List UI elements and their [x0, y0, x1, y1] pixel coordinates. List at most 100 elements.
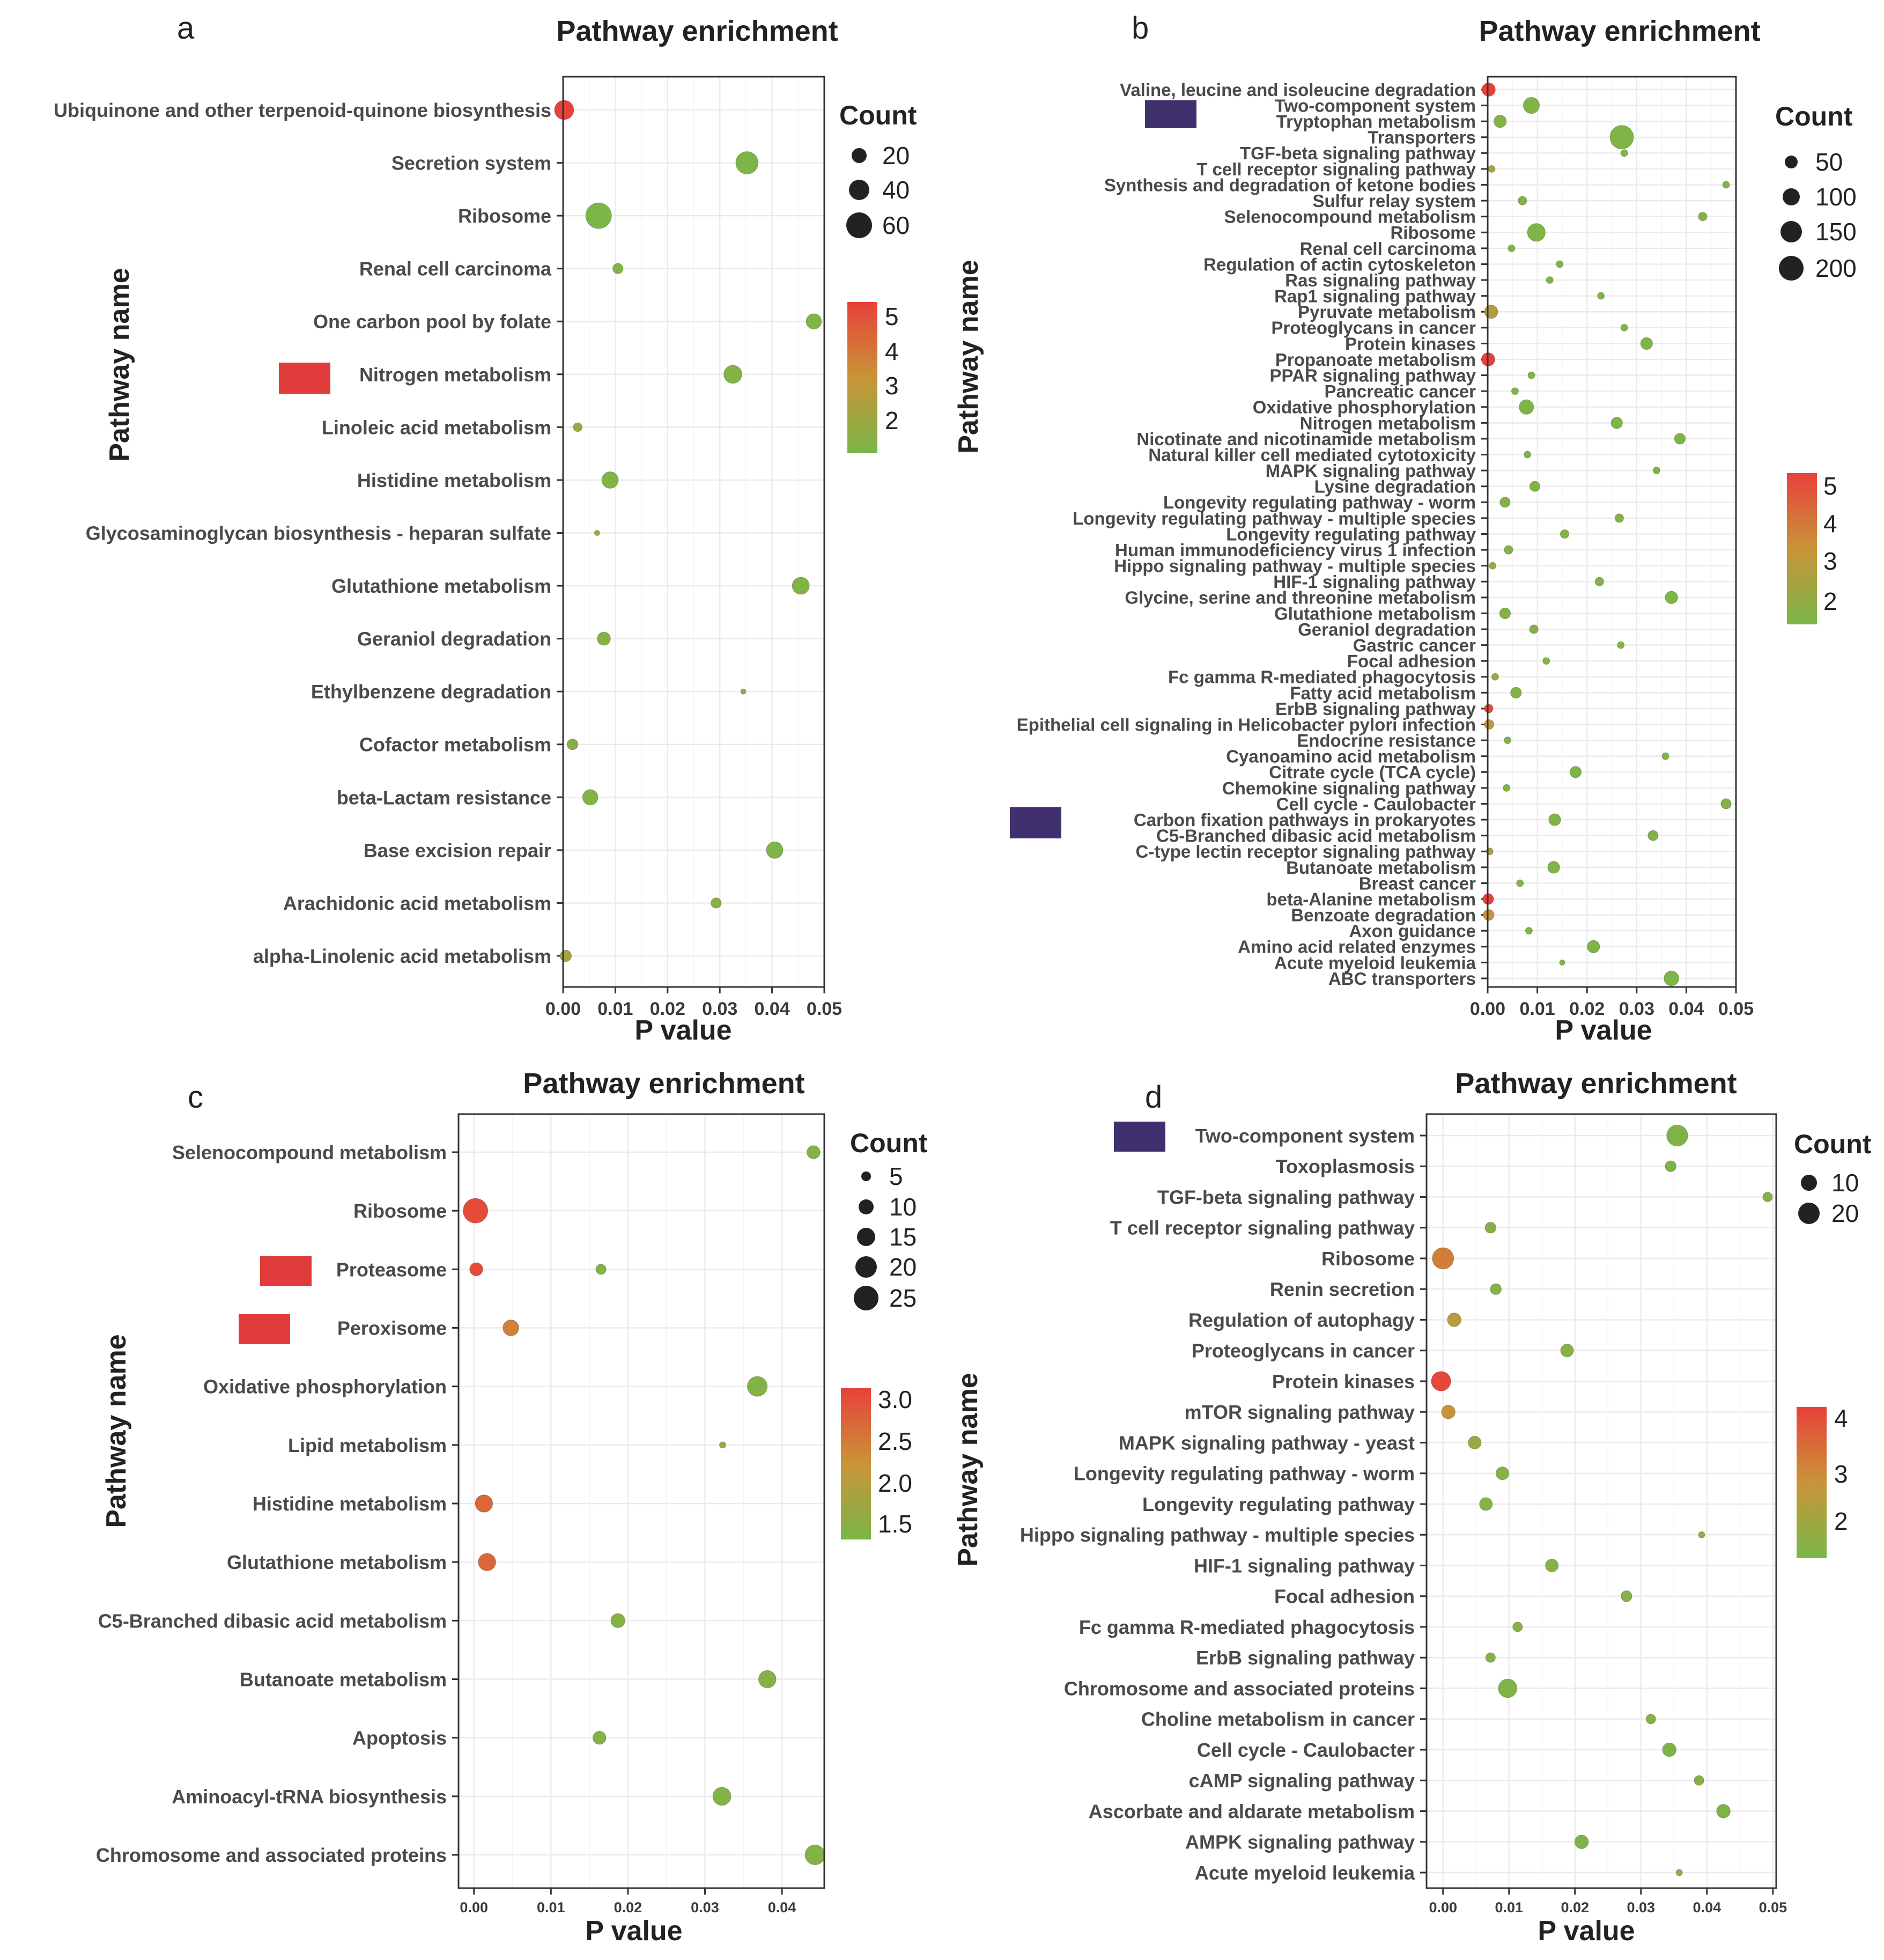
panel-d-category-label-acute-myeloid-leukemia: Acute myeloid leukemia — [1195, 1862, 1415, 1884]
panel-c-x-axis-label: P value — [585, 1915, 682, 1947]
panel-c-x-tick-label-0-04: 0.04 — [768, 1899, 796, 1915]
panel-b-x-axis-label: P value — [1555, 1015, 1652, 1046]
panel-d-category-label-longevity-regulating-pathway-worm: Longevity regulating pathway - worm — [1074, 1463, 1415, 1485]
panel-b-point-pancreatic-cancer — [1511, 387, 1519, 395]
panel-d-highlight-two-component-system — [1114, 1122, 1165, 1152]
panel-b-category-label-longevity-regulating-pathway-multiple-species: Longevity regulating pathway - multiple … — [1073, 509, 1476, 528]
panel-d-category-label-chromosome-and-associated-proteins: Chromosome and associated proteins — [1064, 1677, 1415, 1699]
panel-b-point-c5-branched-dibasic-acid-metabolism — [1647, 830, 1659, 841]
panel-b-point-selenocompound-metabolism — [1698, 212, 1708, 222]
panel-c-point-glutathione-metabolism — [478, 1553, 496, 1571]
panel-b-category-label-cell-cycle-caulobacter: Cell cycle - Caulobacter — [1276, 794, 1476, 814]
panel-c-y-axis-label: Pathway name — [101, 1334, 132, 1528]
panel-c-category-label-aminoacyl-trna-biosynthesis: Aminoacyl-tRNA biosynthesis — [172, 1786, 447, 1808]
panel-a: a Pathway enrichment Pathway name P valu… — [104, 11, 917, 1046]
panel-b-point-carbon-fixation-pathways-in-prokaryotes — [1548, 813, 1561, 826]
panel-a-x-tick-label-0-04: 0.04 — [755, 999, 790, 1019]
panel-d-color-legend-tick-3: 3 — [1834, 1460, 1848, 1488]
panel-d-category-label-hif-1-signaling-pathway: HIF-1 signaling pathway — [1194, 1554, 1415, 1576]
panel-d-category-label-ascorbate-and-aldarate-metabolism: Ascorbate and aldarate metabolism — [1089, 1800, 1415, 1822]
panel-b-point-benzoate-degradation — [1483, 909, 1495, 921]
panel-d-category-label-hippo-signaling-pathway-multiple-species: Hippo signaling pathway - multiple speci… — [1020, 1524, 1415, 1546]
panel-d-category-label-two-component-system: Two-component system — [1195, 1125, 1415, 1147]
panel-c: c Pathway enrichment Pathway name P valu… — [101, 1067, 928, 1947]
panel-d-category-label-erbb-signaling-pathway: ErbB signaling pathway — [1196, 1647, 1415, 1669]
panel-d-point-chromosome-and-associated-proteins — [1498, 1678, 1518, 1698]
panel-b-point-chemokine-signaling-pathway — [1503, 784, 1511, 792]
panel-b-x-tick-label-0-02: 0.02 — [1569, 999, 1605, 1019]
panel-b-category-label-nicotinate-and-nicotinamide-metabolism: Nicotinate and nicotinamide metabolism — [1136, 429, 1476, 449]
panel-b-category-label-ppar-signaling-pathway: PPAR signaling pathway — [1270, 365, 1476, 385]
panel-b-x-tick-label-0-03: 0.03 — [1619, 999, 1654, 1019]
panel-d-category-label-renin-secretion: Renin secretion — [1270, 1278, 1415, 1300]
panel-b-category-label-abc-transporters: ABC transporters — [1328, 969, 1476, 989]
panel-c-color-legend-tick-2.5: 2.5 — [878, 1427, 912, 1455]
panel-b-category-label-natural-killer-cell-mediated-cytotoxicity: Natural killer cell mediated cytotoxicit… — [1148, 445, 1476, 465]
panel-c-plot-border — [457, 1113, 825, 1889]
panel-b-category-label-tryptophan-metabolism: Tryptophan metabolism — [1276, 112, 1476, 131]
panel-c-highlight-peroxisome — [239, 1314, 290, 1344]
panel-d-category-label-focal-adhesion: Focal adhesion — [1274, 1586, 1415, 1608]
panel-b-category-label-proteoglycans-in-cancer: Proteoglycans in cancer — [1272, 318, 1476, 338]
legend-size-dot — [1779, 256, 1804, 281]
panel-a-x-tick-label-0-01: 0.01 — [597, 999, 633, 1019]
panel-d-plot-border — [1425, 1113, 1777, 1889]
panel-b-category-label-nitrogen-metabolism: Nitrogen metabolism — [1300, 413, 1476, 433]
panel-b-category-label-pancreatic-cancer: Pancreatic cancer — [1324, 381, 1476, 401]
panel-d-point-cell-cycle-caulobacter — [1662, 1742, 1677, 1757]
panel-b-point-breast-cancer — [1516, 879, 1524, 887]
panel-b-count-legend-title: Count — [1775, 101, 1853, 131]
panel-d-point-t-cell-receptor-signaling-pathway — [1484, 1221, 1497, 1234]
panel-c-category-label-c5-branched-dibasic-acid-metabolism: C5-Branched dibasic acid metabolism — [98, 1610, 447, 1632]
legend-size-dot — [861, 1171, 871, 1181]
panel-b-category-label-longevity-regulating-pathway: Longevity regulating pathway — [1226, 524, 1476, 544]
panel-b-category-label-regulation-of-actin-cytoskeleton: Regulation of actin cytoskeleton — [1203, 254, 1476, 274]
plots-layer: Ubiquinone and other terpenoid-quinone b… — [54, 76, 1787, 1915]
panel-d-x-tick-label-0-02: 0.02 — [1561, 1899, 1590, 1915]
panel-c-category-label-chromosome-and-associated-proteins: Chromosome and associated proteins — [96, 1844, 447, 1866]
panel-b-point-fatty-acid-metabolism — [1510, 687, 1522, 699]
panel-b-point-gastric-cancer — [1617, 641, 1625, 649]
panel-c-title: Pathway enrichment — [523, 1067, 804, 1100]
panel-b-point-proteoglycans-in-cancer — [1620, 323, 1628, 331]
panel-b-category-label-acute-myeloid-leukemia: Acute myeloid leukemia — [1274, 953, 1476, 972]
panel-d-category-label-longevity-regulating-pathway: Longevity regulating pathway — [1142, 1493, 1415, 1515]
legend-size-dot — [1783, 188, 1800, 205]
panel-d-point-regulation-of-autophagy — [1447, 1313, 1461, 1327]
panel-b-point-focal-adhesion — [1542, 657, 1550, 665]
panel-c-point-lipid-metabolism — [719, 1441, 726, 1449]
panel-a-point-histidine-metabolism — [601, 471, 619, 489]
panel-c-point-butanoate-metabolism — [758, 1670, 777, 1689]
panel-d-point-proteoglycans-in-cancer — [1560, 1344, 1574, 1358]
panel-c-point-chromosome-and-associated-proteins — [804, 1844, 825, 1866]
panel-b-category-label-transporters: Transporters — [1368, 128, 1476, 148]
panel-d-y-axis-label: Pathway name — [952, 1373, 984, 1566]
panel-b-point-renal-cell-carcinoma — [1508, 244, 1516, 252]
panel-a-point-linoleic-acid-metabolism — [573, 422, 583, 432]
panel-a-count-legend: Count 20 40 60 — [839, 100, 917, 239]
panel-c-category-label-glutathione-metabolism: Glutathione metabolism — [227, 1551, 447, 1573]
panel-b-point-nitrogen-metabolism — [1610, 417, 1623, 429]
panel-b-point-axon-guidance — [1525, 927, 1533, 935]
panel-b-color-legend-tick-2: 2 — [1823, 587, 1837, 615]
panel-b-y-axis-label: Pathway name — [953, 260, 984, 453]
panel-b-point-two-component-system — [1523, 97, 1540, 114]
panel-b-point-ribosome — [1527, 223, 1546, 242]
panel-b-category-label-mapk-signaling-pathway: MAPK signaling pathway — [1266, 461, 1476, 481]
panel-d-color-bar — [1797, 1407, 1827, 1558]
panel-d-x-tick-label-0-05: 0.05 — [1759, 1899, 1787, 1915]
panel-a-category-label-beta-lactam-resistance: beta-Lactam resistance — [337, 786, 551, 808]
panel-c-plot: Selenocompound metabolism Ribosome Proteas… — [96, 1113, 825, 1915]
panel-c-x-tick-label-0-01: 0.01 — [537, 1899, 565, 1915]
panel-c-category-label-proteasome: Proteasome — [336, 1258, 447, 1280]
panel-c-x-tick-label-0-00: 0.00 — [460, 1899, 488, 1915]
panel-b-letter: b — [1132, 11, 1149, 46]
panel-c-highlight-proteasome — [260, 1256, 312, 1286]
panel-a-color-legend-tick-3: 3 — [885, 372, 899, 400]
panel-c-count-legend-value-2: 10 — [889, 1193, 917, 1221]
panel-b-point-transporters — [1609, 125, 1634, 150]
panel-b-point-longevity-regulating-pathway-worm — [1499, 497, 1511, 508]
panel-b-count-legend: Count 50 100 150 200 — [1775, 101, 1857, 282]
